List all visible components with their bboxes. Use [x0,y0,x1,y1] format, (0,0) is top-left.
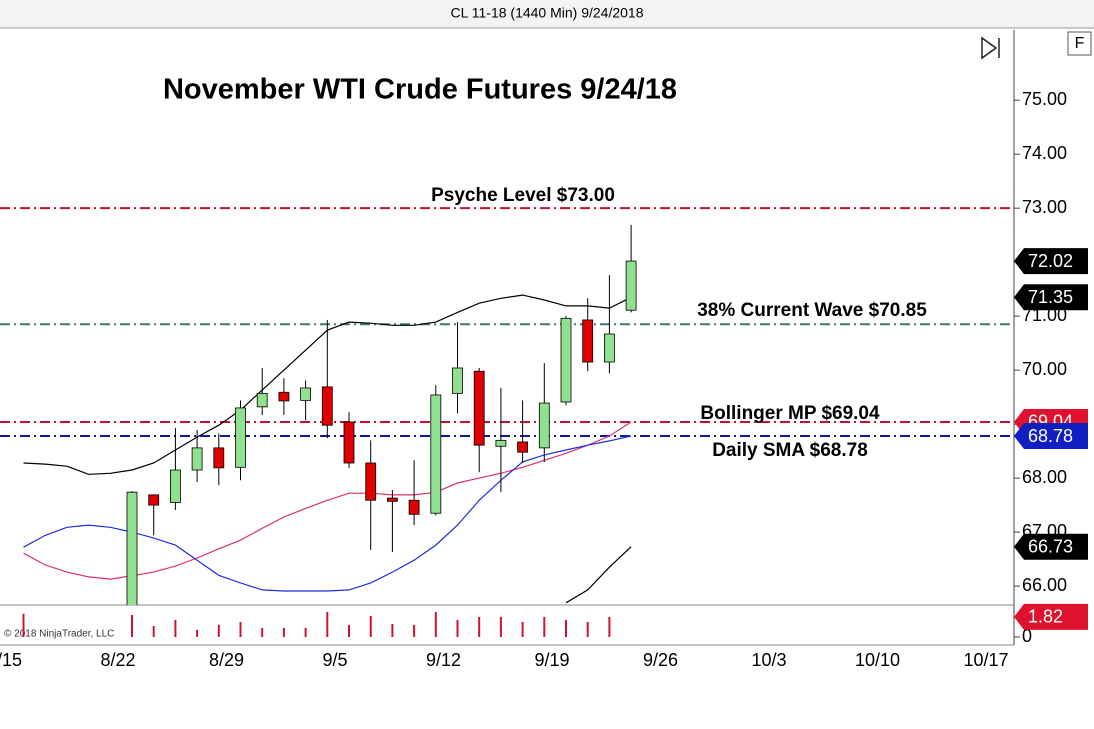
header-title: CL 11-18 (1440 Min) 9/24/2018 [450,5,643,21]
x-tick-label: 10/3 [751,650,786,670]
level-label: Bollinger MP $69.04 [700,403,880,424]
candle-body [278,391,290,402]
level-label: Psyche Level $73.00 [431,185,615,206]
f-button[interactable] [1067,31,1092,56]
candle-body [560,317,572,403]
y-tick-label: 74.00 [1022,143,1067,163]
candle-body [473,370,485,446]
x-tick-label: 9/19 [534,650,569,670]
price-marker [1014,603,1088,630]
x-tick-label: 10/10 [855,650,900,670]
price-marker-label: 66.73 [1028,536,1073,556]
price-marker [1014,423,1088,450]
copyright: © 2018 NinjaTrader, LLC [4,629,114,640]
price-marker-label: 72.02 [1028,251,1073,271]
candle-body [625,260,637,311]
candle-body [343,421,355,464]
x-tick-label: 10/17 [963,650,1008,670]
indicator-line [23,421,632,580]
level-label: Daily SMA $68.78 [712,440,868,461]
candle-body [300,387,312,401]
header-bar [0,0,1094,28]
candle-body [517,441,528,453]
x-tick-label: 9/12 [426,650,461,670]
chart-title: November WTI Crude Futures 9/24/18 [163,74,677,106]
candle-body [452,367,463,394]
indicator-line [565,546,632,604]
y-tick-label: 70.00 [1022,359,1067,379]
candle-body [582,319,594,363]
candle-body [321,386,333,426]
candle-body [538,402,550,449]
candle-body [386,497,398,502]
candle-body [430,394,442,514]
candle-body [213,447,225,469]
candle-body [495,439,507,447]
price-marker-label: 71.35 [1028,287,1073,307]
f-button-label[interactable]: F [1075,35,1085,52]
price-marker [1014,248,1088,275]
candle-body [169,469,181,503]
y-tick-label: 73.00 [1022,197,1067,217]
y-tick-label: 68.00 [1022,467,1067,487]
price-marker [1014,284,1088,311]
candle-body [126,491,138,605]
volume-tick-label: 0 [1022,626,1032,646]
candle-body [191,447,203,471]
indicator-line [23,435,632,592]
scroll-end-button[interactable] [981,36,1000,60]
x-tick-label: 9/5 [322,650,347,670]
price-marker-label: 68.78 [1028,426,1073,446]
y-tick-label: 75.00 [1022,89,1067,109]
candle-body [408,499,420,515]
candle-body [365,462,377,501]
x-tick-label: /15 [0,650,22,670]
level-label: 38% Current Wave $70.85 [697,300,927,321]
candle-body [235,407,246,468]
price-pane [0,207,1014,605]
price-marker-label: 1.82 [1028,607,1063,627]
price-marker [1014,533,1088,560]
x-tick-label: 8/22 [100,650,135,670]
play-icon[interactable] [981,36,998,60]
candle-body [604,333,615,363]
x-tick-label: 8/29 [209,650,244,670]
x-tick-label: 9/26 [643,650,678,670]
y-tick-label: 66.00 [1022,575,1067,595]
candle-body [256,392,268,408]
candle-body [148,494,160,506]
